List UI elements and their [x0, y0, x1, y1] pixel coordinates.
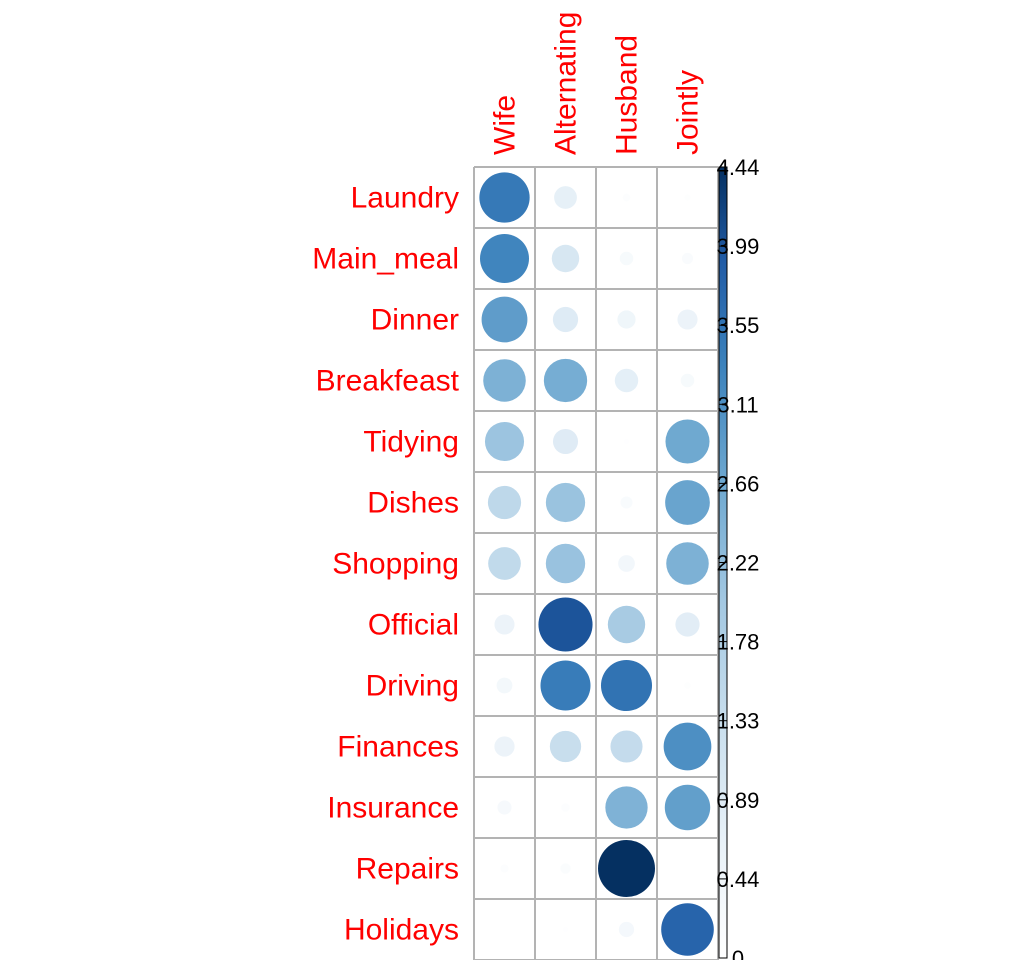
row-label-main_meal: Main_meal [312, 243, 459, 276]
data-circle-insurance-husband [605, 786, 648, 829]
data-circle-driving-wife [496, 677, 513, 694]
colorbar-tick-label: 1.78 [717, 630, 760, 655]
data-circle-dinner-husband [617, 310, 636, 329]
data-circle-dishes-husband [620, 496, 633, 509]
data-circle-laundry-alternating [554, 186, 577, 209]
colorbar-tick-label: 0 [732, 946, 744, 960]
data-circle-driving-jointly [684, 682, 691, 689]
data-circle-main_meal-wife [480, 234, 529, 283]
row-label-insurance: Insurance [327, 792, 459, 825]
colorbar-tick-label: 0.89 [717, 788, 760, 813]
data-circle-dinner-wife [481, 296, 528, 343]
data-circle-shopping-wife [488, 547, 521, 580]
data-circle-official-husband [607, 605, 646, 644]
data-circle-official-jointly [675, 612, 700, 637]
colorbar-tick-label: 2.22 [717, 551, 760, 576]
data-circle-laundry-jointly [684, 194, 691, 201]
data-circle-insurance-alternating [561, 803, 570, 812]
data-circle-tidying-wife [484, 421, 525, 462]
data-circle-dishes-wife [487, 485, 522, 520]
data-circle-insurance-wife [497, 800, 512, 815]
row-label-repairs: Repairs [356, 853, 459, 886]
data-circle-dinner-jointly [677, 309, 698, 330]
column-label-husband: Husband [611, 35, 644, 155]
data-circle-main_meal-alternating [551, 244, 580, 273]
column-label-jointly: Jointly [672, 70, 705, 155]
column-label-alternating: Alternating [550, 12, 583, 155]
data-circle-finances-alternating [549, 730, 582, 763]
colorbar-tick-label: 1.33 [717, 709, 760, 734]
colorbar-tick-label: 3.99 [717, 234, 760, 259]
data-circle-holidays-husband [618, 921, 635, 938]
column-label-wife: Wife [489, 95, 522, 155]
data-circle-finances-jointly [663, 722, 712, 771]
colorbar-tick-label: 0.44 [717, 867, 760, 892]
row-label-driving: Driving [366, 670, 459, 703]
data-circle-laundry-wife [479, 172, 530, 223]
data-circle-tidying-alternating [552, 428, 579, 455]
data-circle-official-wife [494, 614, 515, 635]
row-label-holidays: Holidays [344, 914, 459, 947]
color-legend: 4.44 3.99 3.55 3.11 2.66 2.22 1.78 1.33 0.89 0.44… [717, 155, 760, 960]
data-circle-shopping-husband [618, 555, 635, 572]
data-circle-main_meal-jointly [681, 252, 694, 265]
colorbar-tick-label: 4.44 [717, 155, 760, 180]
row-labels: Laundry Main_meal Dinner Breakfeast Tidying D… [312, 182, 459, 947]
grid-lines [473, 166, 719, 960]
data-circle-finances-wife [494, 736, 515, 757]
data-circle-driving-husband [600, 659, 653, 712]
column-labels: Wife Alternating Husband Jointly [489, 12, 705, 155]
data-circle-repairs-wife [500, 864, 509, 873]
colorbar-tick-label: 2.66 [717, 471, 760, 496]
data-circle-dishes-jointly [665, 480, 710, 525]
data-circle-tidying-jointly [665, 419, 710, 464]
row-label-official: Official [368, 609, 459, 642]
data-circle-breakfeast-wife [483, 359, 526, 402]
row-label-dinner: Dinner [371, 304, 459, 337]
data-circle-tidying-husband [623, 438, 630, 445]
data-circle-shopping-alternating [545, 543, 586, 584]
row-label-shopping: Shopping [332, 548, 459, 581]
data-circle-dishes-alternating [545, 482, 586, 523]
row-label-breakfeast: Breakfeast [316, 365, 460, 398]
data-circle-breakfeast-jointly [680, 373, 695, 388]
data-circle-repairs-husband [598, 840, 655, 897]
data-circle-laundry-husband [622, 193, 631, 202]
colorbar-tick-label: 3.11 [717, 392, 758, 417]
data-circle-finances-husband [610, 730, 643, 763]
row-label-tidying: Tidying [363, 426, 459, 459]
row-label-dishes: Dishes [367, 487, 459, 520]
data-circle-main_meal-husband [619, 251, 634, 266]
data-circle-breakfeast-husband [614, 368, 639, 393]
data-circle-repairs-alternating [560, 863, 571, 874]
colorbar-tick-label: 3.55 [717, 313, 760, 338]
data-circle-holidays-jointly [661, 903, 714, 956]
data-circle-breakfeast-alternating [543, 358, 588, 403]
data-circle-official-alternating [538, 597, 593, 652]
row-label-finances: Finances [337, 731, 459, 764]
data-circle-driving-alternating [540, 660, 591, 711]
row-label-laundry: Laundry [351, 182, 459, 215]
data-circle-shopping-jointly [666, 542, 709, 585]
data-circle-insurance-jointly [664, 784, 711, 831]
data-circle-holidays-alternating [563, 927, 568, 932]
data-circle-dinner-alternating [552, 306, 579, 333]
data-circles [479, 172, 714, 956]
